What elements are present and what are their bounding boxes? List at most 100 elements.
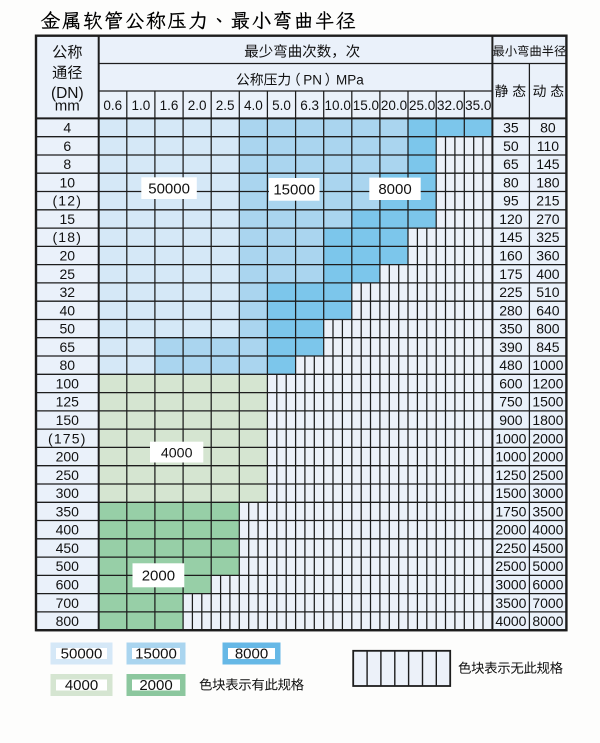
svg-text:100: 100 [56, 375, 80, 391]
svg-text:2000: 2000 [139, 677, 172, 694]
svg-text:35: 35 [503, 120, 519, 136]
svg-text:4000: 4000 [532, 522, 563, 538]
svg-text:8000: 8000 [532, 613, 563, 629]
svg-text:6000: 6000 [532, 577, 563, 593]
svg-text:300: 300 [56, 485, 80, 501]
svg-text:mm: mm [55, 98, 80, 115]
svg-text:20: 20 [60, 248, 76, 264]
svg-text:32: 32 [60, 284, 76, 300]
svg-text:25.0: 25.0 [409, 98, 435, 113]
svg-text:PN: PN [303, 73, 322, 88]
svg-text:1200: 1200 [532, 375, 563, 391]
svg-text:80: 80 [540, 120, 556, 136]
svg-text:325: 325 [536, 229, 560, 245]
svg-text:400: 400 [56, 522, 80, 538]
svg-text:15000: 15000 [273, 182, 315, 199]
svg-text:360: 360 [536, 248, 560, 264]
svg-text:10: 10 [60, 174, 76, 190]
svg-text:8000: 8000 [235, 646, 268, 663]
svg-text:145: 145 [499, 229, 523, 245]
svg-text:6: 6 [63, 138, 71, 154]
svg-text:640: 640 [536, 302, 560, 318]
svg-text:5.0: 5.0 [272, 98, 291, 113]
svg-text:800: 800 [536, 321, 560, 337]
svg-text:4: 4 [63, 120, 71, 136]
svg-text:4.0: 4.0 [244, 98, 263, 113]
svg-text:80: 80 [503, 174, 519, 190]
svg-text:845: 845 [536, 339, 560, 355]
svg-text:4500: 4500 [532, 540, 563, 556]
svg-text:200: 200 [56, 449, 80, 465]
svg-text:0.6: 0.6 [103, 98, 122, 113]
svg-text:150: 150 [56, 412, 80, 428]
svg-text:8000: 8000 [378, 181, 411, 198]
svg-text:15: 15 [60, 211, 76, 227]
svg-text:3000: 3000 [495, 577, 526, 593]
svg-text:3500: 3500 [532, 503, 563, 519]
svg-text:65: 65 [60, 339, 76, 355]
svg-text:500: 500 [56, 558, 80, 574]
svg-text:2000: 2000 [142, 568, 175, 585]
svg-text:(175): (175) [48, 430, 87, 446]
svg-text:4000: 4000 [161, 445, 193, 461]
svg-text:600: 600 [56, 577, 80, 593]
svg-text:3500: 3500 [495, 595, 526, 611]
svg-text:35.0: 35.0 [465, 98, 491, 113]
svg-text:390: 390 [499, 339, 523, 355]
svg-text:50: 50 [60, 321, 76, 337]
svg-text:2.5: 2.5 [216, 98, 235, 113]
svg-text:50000: 50000 [148, 181, 190, 198]
svg-text:50: 50 [503, 138, 519, 154]
svg-text:40: 40 [60, 302, 76, 318]
svg-text:MPa: MPa [336, 73, 364, 88]
svg-text:800: 800 [56, 613, 80, 629]
svg-text:2.0: 2.0 [188, 98, 207, 113]
svg-text:700: 700 [56, 595, 80, 611]
svg-text:4000: 4000 [495, 613, 526, 629]
svg-text:510: 510 [536, 284, 560, 300]
svg-text:900: 900 [499, 412, 523, 428]
svg-text:350: 350 [56, 503, 80, 519]
svg-text:225: 225 [499, 284, 523, 300]
svg-text:2000: 2000 [495, 522, 526, 538]
svg-text:160: 160 [499, 248, 523, 264]
svg-text:120: 120 [499, 211, 523, 227]
svg-text:110: 110 [537, 138, 560, 154]
svg-text:280: 280 [499, 302, 523, 318]
svg-text:6.3: 6.3 [300, 98, 319, 113]
svg-text:65: 65 [503, 156, 519, 172]
svg-text:750: 750 [499, 394, 523, 410]
svg-text:1.6: 1.6 [160, 98, 179, 113]
svg-text:1500: 1500 [532, 394, 563, 410]
svg-text:1000: 1000 [532, 357, 563, 373]
svg-text:400: 400 [536, 266, 560, 282]
svg-text:350: 350 [499, 321, 523, 337]
svg-text:1750: 1750 [495, 503, 526, 519]
svg-text:10.0: 10.0 [325, 98, 351, 113]
svg-text:4000: 4000 [65, 677, 98, 694]
svg-text:(18): (18) [52, 229, 82, 245]
svg-text:180: 180 [536, 174, 560, 190]
svg-text:7000: 7000 [532, 595, 563, 611]
svg-text:2000: 2000 [532, 449, 563, 465]
svg-text:50000: 50000 [61, 646, 103, 663]
svg-text:80: 80 [60, 357, 76, 373]
svg-text:25: 25 [60, 266, 76, 282]
svg-text:3000: 3000 [532, 485, 563, 501]
svg-text:95: 95 [503, 193, 519, 209]
svg-text:600: 600 [499, 375, 523, 391]
svg-text:(DN): (DN) [51, 85, 84, 102]
svg-text:145: 145 [536, 156, 560, 172]
svg-text:(12): (12) [52, 193, 82, 209]
svg-text:450: 450 [56, 540, 80, 556]
svg-text:1.0: 1.0 [132, 98, 151, 113]
svg-text:215: 215 [536, 193, 560, 209]
svg-text:1000: 1000 [495, 430, 526, 446]
svg-text:1500: 1500 [495, 485, 526, 501]
svg-text:1800: 1800 [532, 412, 563, 428]
svg-text:5000: 5000 [532, 558, 563, 574]
svg-text:250: 250 [56, 467, 80, 483]
svg-text:15.0: 15.0 [353, 98, 379, 113]
svg-text:20.0: 20.0 [381, 98, 407, 113]
svg-text:480: 480 [499, 357, 523, 373]
